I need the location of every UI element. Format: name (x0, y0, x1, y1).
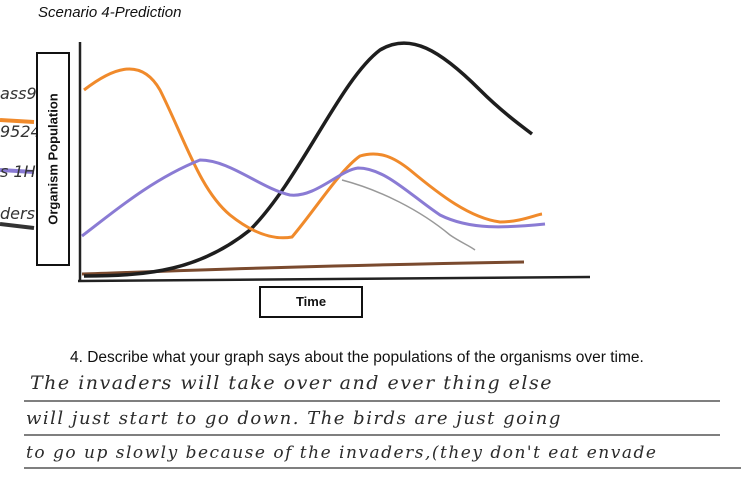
x-axis-label-box: Time (259, 286, 363, 318)
x-axis (77, 275, 591, 283)
key-swatch-black (0, 222, 35, 230)
answer-line-3: to go up slowly because of the invaders,… (26, 443, 658, 463)
key-swatch-orange (0, 118, 35, 124)
question-4: 4. Describe what your graph says about t… (70, 349, 644, 366)
x-axis-label: Time (295, 294, 327, 309)
key-label-2: 9524 (0, 122, 41, 141)
key-swatch-purple (0, 168, 35, 174)
answer-line-1: The invaders will take over and ever thi… (30, 372, 553, 394)
series-black (83, 41, 534, 278)
scenario-title: Scenario 4-Prediction (38, 4, 182, 21)
series-gray (341, 179, 476, 251)
graph-canvas (0, 41, 591, 283)
answer-line-2: will just start to go down. The birds ar… (26, 408, 562, 429)
key-label-3: s 1H (0, 162, 36, 181)
y-axis-label-box: Organism Population (36, 52, 70, 266)
series-purple (81, 158, 546, 238)
series-brown (81, 260, 525, 276)
series-orange (83, 67, 543, 240)
